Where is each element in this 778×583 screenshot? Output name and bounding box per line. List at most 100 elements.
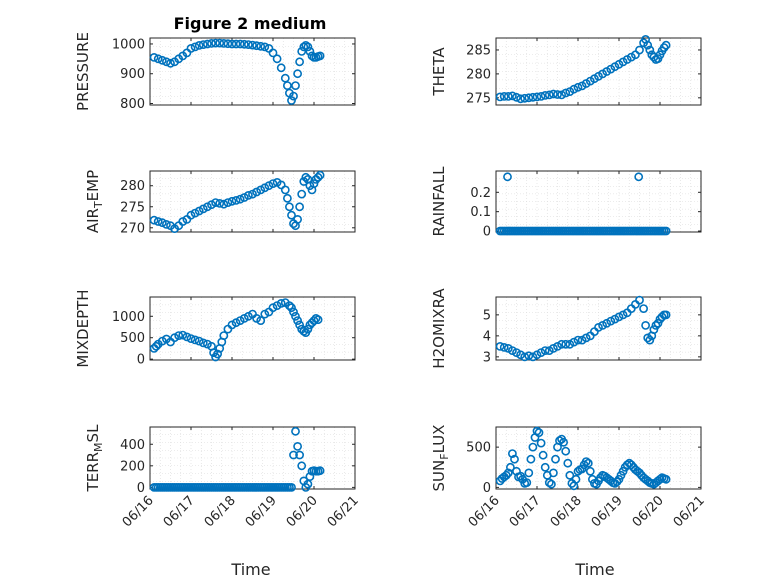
data-point xyxy=(581,457,591,466)
data-point xyxy=(569,337,579,347)
data-point xyxy=(293,316,302,325)
y-tick-label: 400 xyxy=(120,438,145,453)
data-point xyxy=(291,426,300,436)
data-point xyxy=(573,82,583,92)
data-point xyxy=(231,39,241,49)
data-point xyxy=(305,472,315,481)
data-point xyxy=(186,334,196,343)
data-point xyxy=(553,90,562,99)
data-point xyxy=(512,92,521,102)
data-point xyxy=(211,38,220,48)
data-point xyxy=(522,478,532,487)
data-point xyxy=(182,332,192,342)
data-point xyxy=(198,40,208,49)
data-point xyxy=(614,312,624,322)
data-point xyxy=(661,310,671,320)
data-point xyxy=(501,470,511,480)
data-point xyxy=(291,311,300,321)
data-point xyxy=(219,39,229,48)
x-tick-label: 06/21 xyxy=(671,493,708,530)
axes-box xyxy=(149,170,356,233)
data-point xyxy=(573,335,583,345)
data-point xyxy=(538,450,548,460)
data-point xyxy=(284,301,294,310)
data-point xyxy=(549,343,558,353)
data-point xyxy=(161,57,171,67)
x-tick-label: 06/16 xyxy=(120,493,157,530)
data-point xyxy=(520,93,530,103)
x-tick-label: 06/18 xyxy=(548,493,585,530)
data-point xyxy=(297,47,307,56)
y-tick-label: 285 xyxy=(466,43,491,58)
axes-box xyxy=(495,37,702,106)
data-point xyxy=(209,348,218,358)
y-tick-label: 200 xyxy=(120,459,145,474)
data-point xyxy=(315,466,325,476)
data-point xyxy=(272,54,282,64)
axes-box xyxy=(149,426,356,490)
data-point xyxy=(561,446,571,456)
data-point xyxy=(534,428,544,437)
data-point xyxy=(661,474,671,484)
data-point xyxy=(248,40,257,50)
data-point xyxy=(309,316,319,325)
data-point xyxy=(219,199,229,209)
y-tick-label: 275 xyxy=(120,200,145,215)
data-point xyxy=(606,316,616,326)
axes-box xyxy=(149,37,356,106)
data-point xyxy=(583,458,593,468)
data-point xyxy=(549,468,558,478)
data-point xyxy=(524,468,534,478)
data-point xyxy=(524,93,534,103)
data-point xyxy=(594,322,603,332)
data-point xyxy=(495,92,505,102)
data-point xyxy=(590,327,599,336)
data-point xyxy=(268,179,278,188)
x-tick-label: 06/18 xyxy=(202,493,239,530)
data-point xyxy=(526,454,536,464)
data-point xyxy=(626,304,636,313)
data-point xyxy=(536,438,546,448)
data-point xyxy=(198,338,208,348)
data-point xyxy=(153,54,163,64)
data-point xyxy=(503,468,513,478)
y-tick-label: 5 xyxy=(483,308,491,323)
data-point xyxy=(291,81,300,90)
axes-box xyxy=(495,296,702,361)
data-point xyxy=(536,92,546,101)
data-point xyxy=(495,341,505,351)
data-point xyxy=(631,299,640,309)
data-point xyxy=(635,45,644,55)
data-point xyxy=(207,39,216,48)
data-point xyxy=(157,55,167,65)
data-point xyxy=(287,482,296,492)
data-point xyxy=(639,304,648,313)
data-point xyxy=(276,298,286,308)
x-tick-label: 06/19 xyxy=(243,493,280,530)
data-point xyxy=(540,346,550,355)
data-point xyxy=(280,185,290,195)
data-point xyxy=(223,324,233,334)
data-point xyxy=(297,189,307,199)
data-point xyxy=(239,39,249,49)
y-tick-label: 800 xyxy=(120,97,145,112)
y-tick-label: 0 xyxy=(483,481,491,496)
data-point xyxy=(571,474,581,484)
data-point xyxy=(499,342,509,352)
x-tick-label: 06/19 xyxy=(589,493,626,530)
data-point xyxy=(151,341,161,351)
data-point xyxy=(540,462,550,472)
data-point xyxy=(555,436,564,446)
y-tick-label: 0.2 xyxy=(470,186,491,201)
data-point xyxy=(289,450,298,460)
data-point xyxy=(297,461,307,471)
data-point xyxy=(510,454,519,464)
data-point xyxy=(581,333,591,343)
data-point xyxy=(303,324,313,334)
y-tick-label: 3 xyxy=(483,350,491,365)
data-point xyxy=(557,339,566,349)
y-tick-label: 270 xyxy=(120,221,145,236)
data-point xyxy=(149,53,159,62)
data-point xyxy=(641,320,650,330)
